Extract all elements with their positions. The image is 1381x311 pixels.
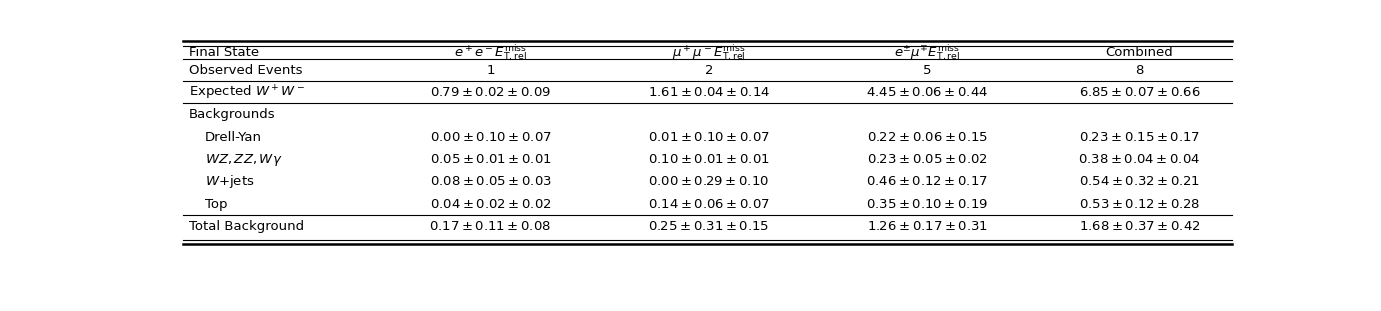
Text: $0.01 \pm 0.10 \pm 0.07$: $0.01 \pm 0.10 \pm 0.07$ (648, 131, 769, 144)
Text: $0.00 \pm 0.29 \pm 0.10$: $0.00 \pm 0.29 \pm 0.10$ (648, 175, 769, 188)
Text: $\mu^+\mu^-E_{\mathrm{T,rel}}^{\mathrm{miss}}$: $\mu^+\mu^-E_{\mathrm{T,rel}}^{\mathrm{m… (673, 42, 746, 63)
Text: $0.08 \pm 0.05 \pm 0.03$: $0.08 \pm 0.05 \pm 0.03$ (429, 175, 551, 188)
Text: $0.14 \pm 0.06 \pm 0.07$: $0.14 \pm 0.06 \pm 0.07$ (648, 197, 769, 211)
Text: Total Background: Total Background (189, 220, 304, 233)
Text: Expected $W^+W^-$: Expected $W^+W^-$ (189, 84, 305, 102)
Text: $W$+jets: $W$+jets (204, 173, 254, 190)
Text: $0.22 \pm 0.06 \pm 0.15$: $0.22 \pm 0.06 \pm 0.15$ (866, 131, 987, 144)
Text: $0.35 \pm 0.10 \pm 0.19$: $0.35 \pm 0.10 \pm 0.19$ (866, 197, 989, 211)
Text: $0.00 \pm 0.10 \pm 0.07$: $0.00 \pm 0.10 \pm 0.07$ (429, 131, 551, 144)
Text: $1.68 \pm 0.37 \pm 0.42$: $1.68 \pm 0.37 \pm 0.42$ (1079, 220, 1200, 233)
Text: 8: 8 (1135, 64, 1143, 77)
Text: $4.45 \pm 0.06 \pm 0.44$: $4.45 \pm 0.06 \pm 0.44$ (866, 86, 989, 99)
Text: Final State: Final State (189, 46, 258, 59)
Text: $0.23 \pm 0.05 \pm 0.02$: $0.23 \pm 0.05 \pm 0.02$ (867, 153, 987, 166)
Text: $0.46 \pm 0.12 \pm 0.17$: $0.46 \pm 0.12 \pm 0.17$ (866, 175, 989, 188)
Text: $0.79 \pm 0.02 \pm 0.09$: $0.79 \pm 0.02 \pm 0.09$ (429, 86, 551, 99)
Text: Observed Events: Observed Events (189, 64, 302, 77)
Text: $0.04 \pm 0.02 \pm 0.02$: $0.04 \pm 0.02 \pm 0.02$ (429, 197, 551, 211)
Text: $0.17 \pm 0.11 \pm 0.08$: $0.17 \pm 0.11 \pm 0.08$ (429, 220, 551, 233)
Text: $6.85 \pm 0.07 \pm 0.66$: $6.85 \pm 0.07 \pm 0.66$ (1079, 86, 1200, 99)
Text: $0.05 \pm 0.01 \pm 0.01$: $0.05 \pm 0.01 \pm 0.01$ (429, 153, 551, 166)
Text: $0.23 \pm 0.15 \pm 0.17$: $0.23 \pm 0.15 \pm 0.17$ (1079, 131, 1200, 144)
Text: $0.10 \pm 0.01 \pm 0.01$: $0.10 \pm 0.01 \pm 0.01$ (648, 153, 769, 166)
Text: $1.26 \pm 0.17 \pm 0.31$: $1.26 \pm 0.17 \pm 0.31$ (867, 220, 987, 233)
Text: 1: 1 (486, 64, 494, 77)
Text: $0.53 \pm 0.12 \pm 0.28$: $0.53 \pm 0.12 \pm 0.28$ (1079, 197, 1200, 211)
Text: $0.38 \pm 0.04 \pm 0.04$: $0.38 \pm 0.04 \pm 0.04$ (1079, 153, 1200, 166)
Text: $WZ, ZZ, W\gamma$: $WZ, ZZ, W\gamma$ (204, 151, 282, 168)
Text: Drell-Yan: Drell-Yan (204, 131, 262, 144)
Text: Top: Top (204, 197, 228, 211)
Text: 5: 5 (923, 64, 931, 77)
Text: $e^+e^-E_{\mathrm{T,rel}}^{\mathrm{miss}}$: $e^+e^-E_{\mathrm{T,rel}}^{\mathrm{miss}… (454, 42, 528, 63)
Text: Backgrounds: Backgrounds (189, 109, 275, 122)
Text: 2: 2 (704, 64, 713, 77)
Text: $e^{\pm}\mu^{\mp}E_{\mathrm{T,rel}}^{\mathrm{miss}}$: $e^{\pm}\mu^{\mp}E_{\mathrm{T,rel}}^{\ma… (894, 42, 960, 63)
Text: $1.61 \pm 0.04 \pm 0.14$: $1.61 \pm 0.04 \pm 0.14$ (648, 86, 771, 99)
Text: Combined: Combined (1106, 46, 1174, 59)
Text: $0.25 \pm 0.31 \pm 0.15$: $0.25 \pm 0.31 \pm 0.15$ (648, 220, 769, 233)
Text: $0.54 \pm 0.32 \pm 0.21$: $0.54 \pm 0.32 \pm 0.21$ (1079, 175, 1200, 188)
